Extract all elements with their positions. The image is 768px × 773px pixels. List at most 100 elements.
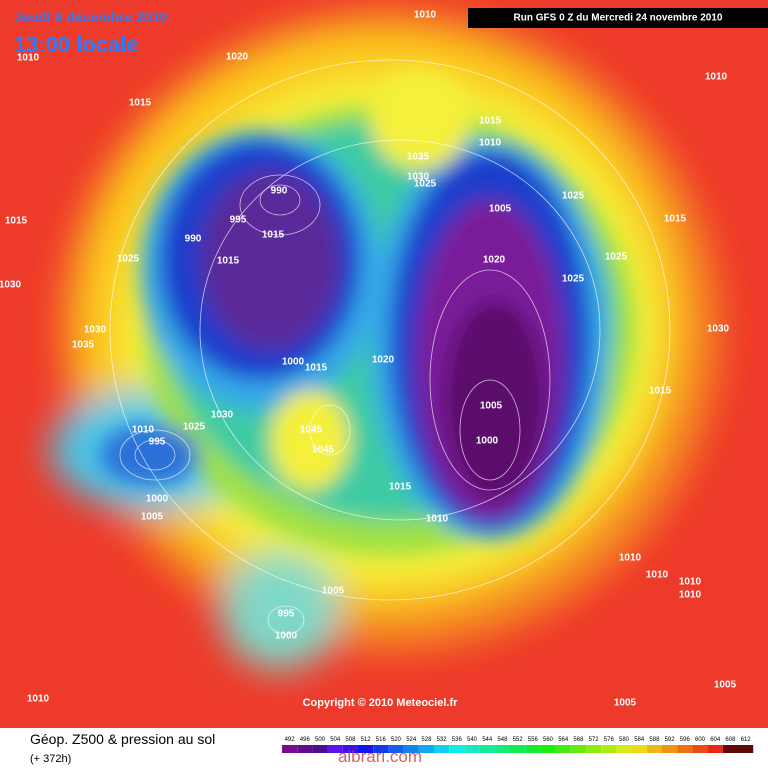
legend-swatch	[464, 745, 480, 753]
legend-swatch	[449, 745, 465, 753]
legend-label: 532	[437, 737, 448, 743]
legend-swatch	[434, 745, 450, 753]
legend-label: 552	[513, 737, 524, 743]
legend-label: 584	[634, 737, 645, 743]
pressure-label: 1030	[0, 280, 22, 291]
pressure-label: 1010	[426, 514, 449, 525]
legend-label: 612	[741, 737, 752, 743]
pressure-label: 1025	[605, 252, 628, 263]
footer-title: Géop. Z500 & pression au sol	[30, 731, 215, 747]
pressure-label: 1015	[262, 230, 285, 241]
legend-swatch	[282, 745, 298, 753]
legend-label: 544	[482, 737, 493, 743]
run-box	[468, 8, 768, 28]
pressure-label: 1045	[312, 445, 335, 456]
pressure-label: 990	[271, 186, 288, 197]
legend-swatch	[692, 745, 708, 753]
legend-swatch	[738, 745, 754, 753]
legend-label: 540	[467, 737, 478, 743]
pressure-label: 995	[278, 609, 295, 620]
pressure-label: 1005	[714, 680, 737, 691]
legend-label: 496	[300, 737, 311, 743]
legend-swatch	[525, 745, 541, 753]
pressure-label: 1015	[389, 482, 412, 493]
legend-label: 508	[345, 737, 356, 743]
legend-label: 512	[361, 737, 372, 743]
legend: 492 496 500 504 508 512 516 520 524 528 532 536 540 5…	[282, 737, 754, 753]
pressure-label: 1000	[146, 494, 169, 505]
pressure-label: 1000	[282, 357, 305, 368]
legend-label: 604	[710, 737, 721, 743]
legend-swatch	[555, 745, 571, 753]
pressure-label: 1010	[17, 53, 40, 64]
pressure-label: 1025	[117, 254, 140, 265]
legend-swatch	[510, 745, 526, 753]
legend-label: 504	[330, 737, 341, 743]
pressure-label: 1010	[619, 553, 642, 564]
legend-label: 492	[285, 737, 296, 743]
pressure-label: 1010	[132, 425, 155, 436]
pressure-label: 1010	[646, 570, 669, 581]
pressure-label: 1010	[414, 10, 437, 21]
pressure-label: 1030	[707, 324, 730, 335]
legend-swatch	[342, 745, 358, 753]
pressure-label: 1035	[72, 340, 95, 351]
legend-label: 580	[619, 737, 630, 743]
legend-label: 560	[543, 737, 554, 743]
legend-swatch	[403, 745, 419, 753]
legend-swatch	[601, 745, 617, 753]
pressure-label: 1025	[414, 179, 437, 190]
legend-swatch	[677, 745, 693, 753]
legend-swatch	[373, 745, 389, 753]
legend-swatch	[358, 745, 374, 753]
map-field	[0, 0, 768, 728]
legend-swatch	[570, 745, 586, 753]
pressure-label: 1000	[275, 631, 298, 642]
pressure-label: 1005	[141, 512, 164, 523]
pressure-label: 1015	[217, 256, 240, 267]
legend-swatch	[586, 745, 602, 753]
legend-swatch	[297, 745, 313, 753]
pressure-label: 1005	[480, 401, 503, 412]
legend-label: 572	[589, 737, 600, 743]
legend-swatch	[722, 745, 738, 753]
pressure-label: 995	[149, 437, 166, 448]
pressure-label: 1020	[226, 52, 249, 63]
pressure-label: 1030	[407, 172, 430, 183]
legend-swatch	[312, 745, 328, 753]
run-info: Run GFS 0 Z du Mercredi 24 novembre 2010	[514, 13, 723, 24]
pressure-label: 1025	[183, 422, 206, 433]
legend-label: 548	[497, 737, 508, 743]
pressure-label: 1010	[479, 138, 502, 149]
pressure-label: 1005	[614, 698, 637, 709]
pressure-label: 1015	[479, 116, 502, 127]
legend-swatch	[631, 745, 647, 753]
legend-label: 600	[695, 737, 706, 743]
pressure-label: 1015	[649, 386, 672, 397]
legend-label: 528	[421, 737, 432, 743]
legend-swatch	[707, 745, 723, 753]
pressure-label: 1020	[483, 255, 506, 266]
pressure-label: 1005	[322, 586, 345, 597]
pressure-label: 1015	[5, 216, 28, 227]
pressure-label: 1010	[27, 694, 50, 705]
pressure-label: 1000	[476, 436, 499, 447]
pressure-label: 1005	[489, 204, 512, 215]
legend-label: 592	[665, 737, 676, 743]
legend-label: 576	[604, 737, 615, 743]
footer-lead: (+ 372h)	[30, 753, 71, 765]
legend-swatch	[662, 745, 678, 753]
pressure-label: 1015	[664, 214, 687, 225]
pressure-label: 1035	[407, 152, 430, 163]
legend-swatch	[494, 745, 510, 753]
pressure-label: 1010	[679, 577, 702, 588]
pressure-label: 990	[185, 234, 202, 245]
legend-label: 608	[725, 737, 736, 743]
copyright: Copyright © 2010 Meteociel.fr	[303, 697, 459, 709]
legend-swatch	[616, 745, 632, 753]
legend-label: 524	[406, 737, 417, 743]
pressure-label: 1030	[211, 410, 234, 421]
pressure-label: 1025	[562, 274, 585, 285]
pressure-label: 995	[230, 215, 247, 226]
